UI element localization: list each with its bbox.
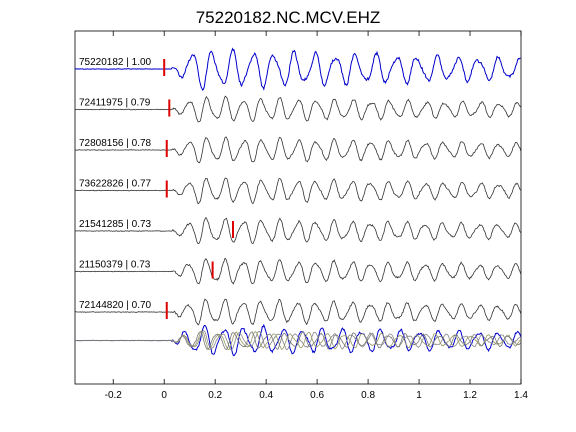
plot-area [74, 30, 522, 385]
trace-line [74, 47, 521, 92]
pick-marker-group [163, 59, 235, 319]
x-tick-label: 0.8 [361, 390, 375, 401]
x-tick-label: 1.2 [463, 390, 477, 401]
trace-line [74, 257, 522, 285]
x-tick-label: 0 [161, 390, 167, 401]
x-axis: -0.2 0 0.2 0.4 0.6 0.8 1 1.2 1.4 [105, 31, 528, 401]
stacked-overlay-group [74, 323, 522, 357]
trace-label-group: 75220182 | 1.00 72411975 | 0.79 72808156 |… [79, 57, 152, 311]
trace-line [74, 95, 522, 123]
trace-line [74, 177, 522, 205]
x-tick-label: 0.2 [208, 390, 222, 401]
trace-label: 75220182 | 1.00 [79, 57, 152, 68]
x-tick-label: 0.6 [310, 390, 324, 401]
x-tick-label: 1.4 [514, 390, 528, 401]
trace-label: 72808156 | 0.78 [79, 138, 152, 149]
chart-title: 75220182.NC.MCV.EHZ [196, 8, 381, 27]
stack-trace [74, 331, 522, 350]
trace-group [74, 47, 522, 326]
trace-label: 72411975 | 0.79 [79, 98, 151, 109]
x-tick-label: 0.4 [259, 390, 273, 401]
trace-line [74, 136, 522, 164]
x-tick-label: -0.2 [105, 390, 123, 401]
x-tick-label: 1 [416, 390, 422, 401]
trace-line [74, 298, 522, 326]
trace-label: 21150379 | 0.73 [79, 260, 151, 271]
trace-label: 73622826 | 0.77 [79, 179, 152, 190]
trace-label: 21541285 | 0.73 [79, 219, 152, 230]
trace-label: 72144820 | 0.70 [79, 300, 152, 311]
trace-line [74, 217, 522, 245]
